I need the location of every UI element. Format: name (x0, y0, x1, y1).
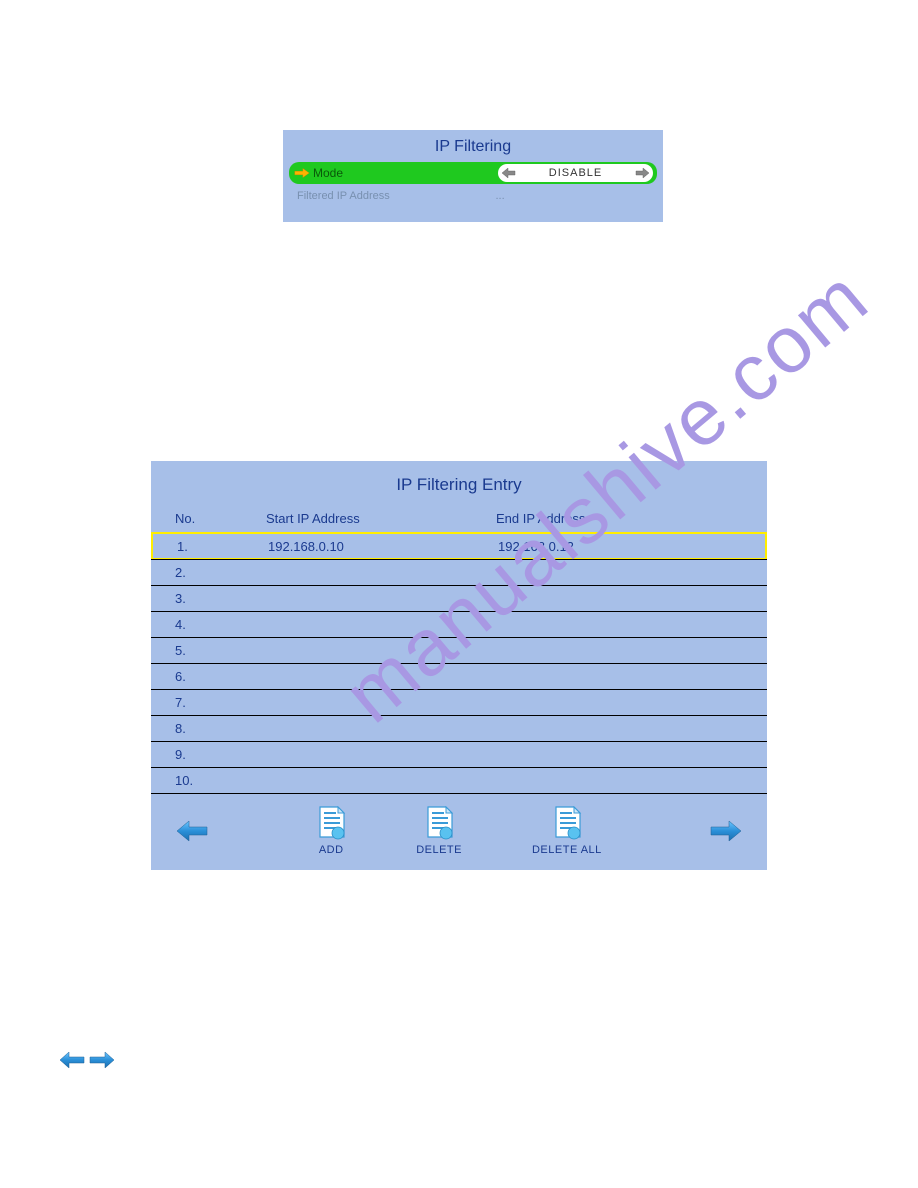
row-end-ip: 192.168.0.12 (498, 539, 765, 554)
document-icon (424, 806, 454, 840)
row-no: 4. (151, 617, 266, 632)
ip-filtering-title: IP Filtering (283, 130, 663, 160)
row-no: 1. (153, 539, 268, 554)
filtered-ip-row: Filtered IP Address ... (283, 186, 663, 206)
add-button[interactable]: ADD (316, 806, 346, 856)
table-row[interactable]: 7. (151, 689, 767, 716)
delete-button[interactable]: DELETE (416, 806, 462, 856)
table-row[interactable]: 2. (151, 559, 767, 586)
table-row[interactable]: 5. (151, 637, 767, 664)
row-start-ip: 192.168.0.10 (268, 539, 498, 554)
bottom-nav-arrows (58, 1050, 116, 1070)
mode-label: Mode (311, 166, 498, 180)
document-icon (552, 806, 582, 840)
entry-title: IP Filtering Entry (151, 475, 767, 507)
page-prev-icon[interactable] (58, 1050, 86, 1070)
row-no: 6. (151, 669, 266, 684)
header-start: Start IP Address (266, 511, 496, 526)
prev-arrow-icon[interactable] (175, 819, 209, 843)
delete-all-button[interactable]: DELETE ALL (532, 806, 602, 856)
selector-right-icon[interactable] (633, 166, 651, 180)
mode-value: DISABLE (549, 167, 602, 179)
page-next-icon[interactable] (88, 1050, 116, 1070)
header-end: End IP Address (496, 511, 767, 526)
delete-label: DELETE (416, 844, 462, 856)
table-row[interactable]: 3. (151, 585, 767, 612)
arrow-right-icon (293, 166, 311, 180)
action-buttons: ADD DELETE (209, 806, 709, 856)
table-row[interactable]: 9. (151, 741, 767, 768)
add-label: ADD (319, 844, 344, 856)
filtered-ip-value: ... (432, 190, 567, 202)
table-row[interactable]: 10. (151, 767, 767, 794)
ip-filtering-panel: IP Filtering Mode DISABLE Filtered IP Ad… (283, 130, 663, 222)
table-header: No. Start IP Address End IP Address (151, 507, 767, 534)
table-row[interactable]: 6. (151, 663, 767, 690)
table-row[interactable]: 4. (151, 611, 767, 638)
mode-selector[interactable]: DISABLE (498, 164, 653, 182)
row-no: 7. (151, 695, 266, 710)
row-no: 3. (151, 591, 266, 606)
header-no: No. (151, 511, 266, 526)
mode-row[interactable]: Mode DISABLE (289, 162, 657, 184)
row-no: 10. (151, 773, 266, 788)
selector-left-icon[interactable] (500, 166, 518, 180)
table-row[interactable]: 8. (151, 715, 767, 742)
filtered-ip-label: Filtered IP Address (297, 190, 432, 202)
row-no: 9. (151, 747, 266, 762)
row-no: 5. (151, 643, 266, 658)
table-rows: 1.192.168.0.10192.168.0.12 2. 3. 4. 5. 6. 7. 8.… (151, 532, 767, 794)
next-arrow-icon[interactable] (709, 819, 743, 843)
ip-filtering-entry-panel: IP Filtering Entry No. Start IP Address … (151, 461, 767, 870)
table-row[interactable]: 1.192.168.0.10192.168.0.12 (151, 532, 767, 560)
row-no: 8. (151, 721, 266, 736)
row-no: 2. (151, 565, 266, 580)
action-row: ADD DELETE (151, 794, 767, 870)
document-icon (316, 806, 346, 840)
delete-all-label: DELETE ALL (532, 844, 602, 856)
